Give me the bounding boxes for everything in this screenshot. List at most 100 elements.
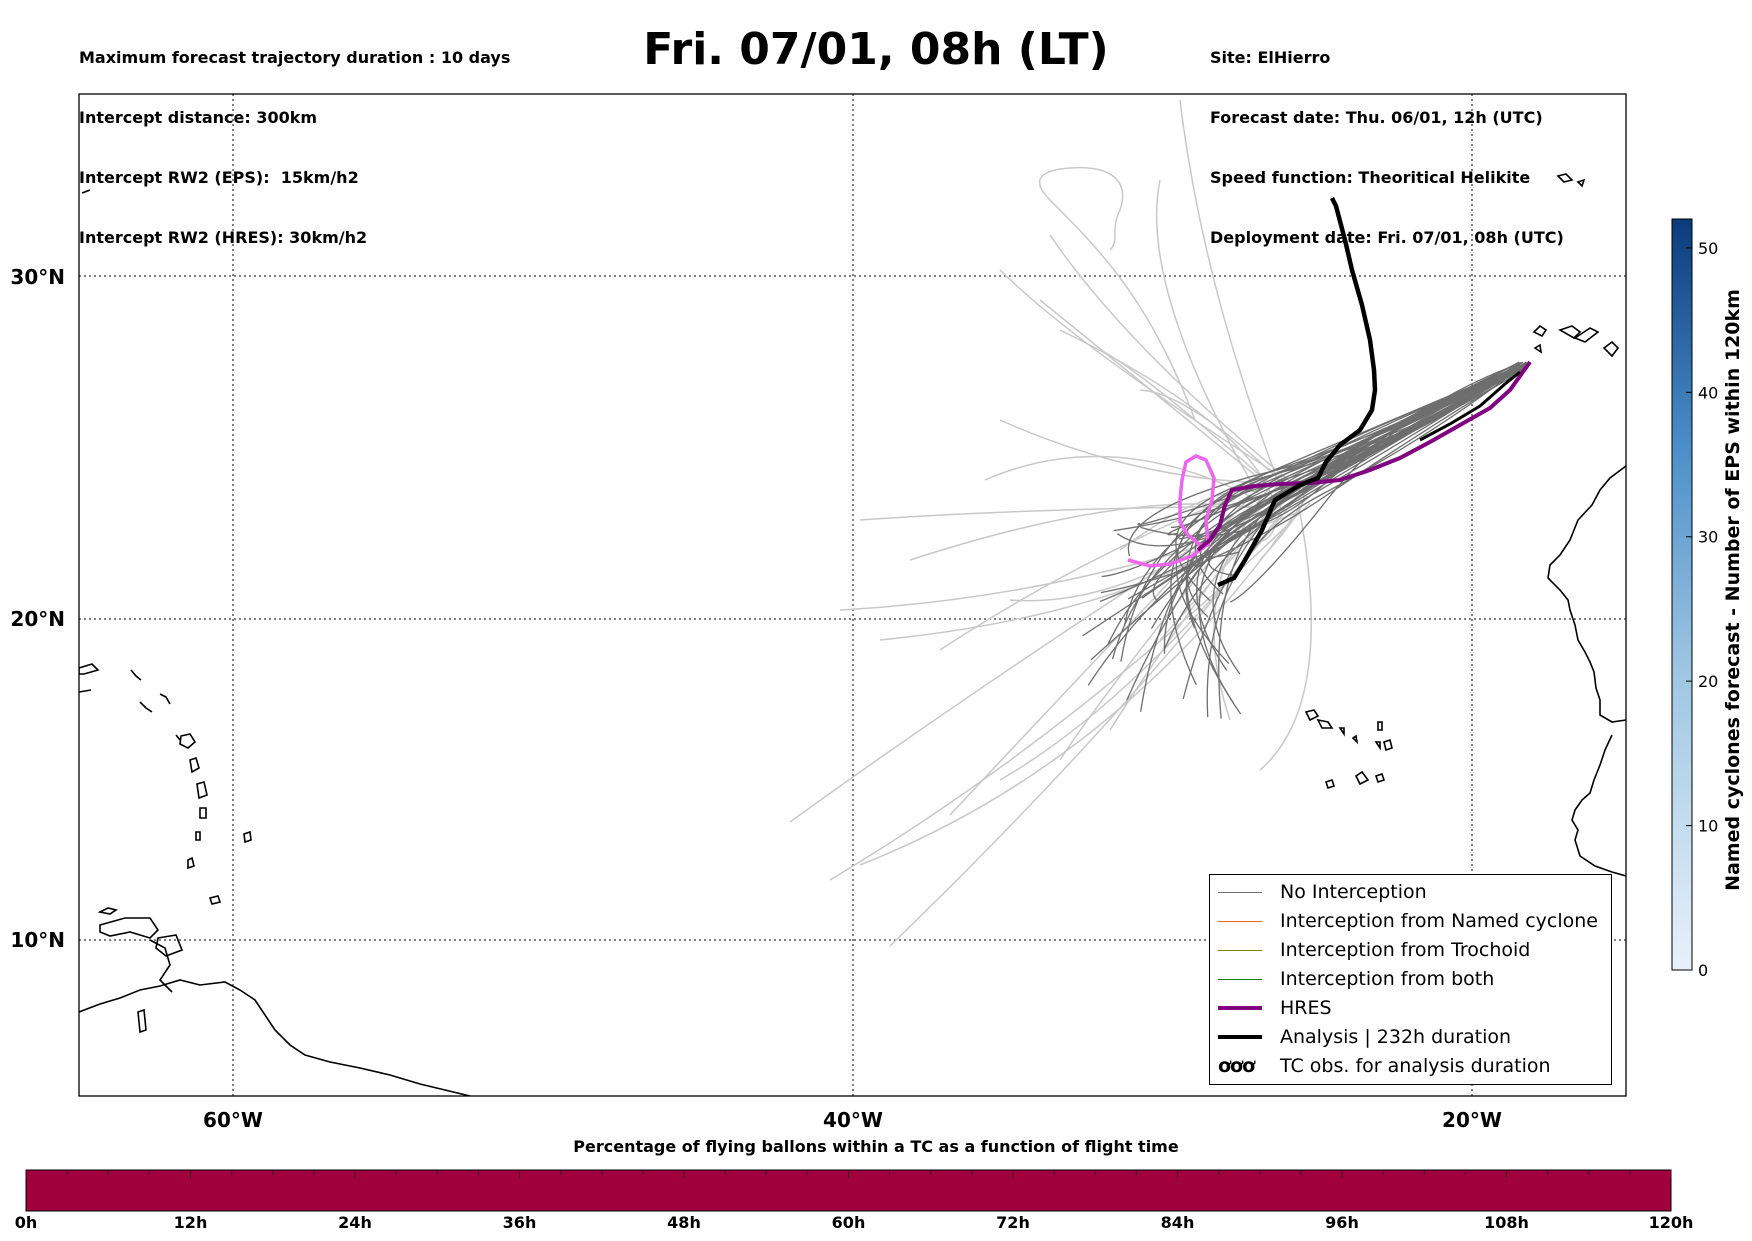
colorbar-ticks: 0 10 20 30 40 50 [1686,239,1718,980]
eps-trajectory [1218,362,1526,719]
cape-verde-6 [1324,778,1336,790]
eps-trajectory-light [1038,166,1196,421]
island-small-4 [139,701,153,713]
lon-label-20w: 20°W [1442,1108,1502,1132]
canary-island-3 [1573,327,1600,343]
cape-verde-1 [1304,709,1320,722]
island-st-vincent [195,831,201,841]
eps-trajectory [1111,366,1520,660]
colorbar-tick-label: 50 [1698,239,1718,258]
caribbean-coast [149,939,173,993]
eps-trajectory-light [829,502,1311,881]
legend-entry-analysis: Analysis | 232h duration [1218,1024,1511,1050]
header-left-line: Maximum forecast trajectory duration : 1… [79,48,511,67]
header-left: Maximum forecast trajectory duration : 1… [79,8,510,268]
percentage-bar-tick-label: 96h [1325,1213,1359,1232]
header-left-line: Intercept RW2 (EPS): 15km/h2 [79,168,359,187]
island-small-3 [79,689,92,693]
legend-label: Interception from Trochoid [1280,939,1531,961]
island-martinique [196,780,208,800]
eps-trajectory [1170,362,1528,686]
lat-label-20n: 20°N [10,607,65,631]
legend-swatch [1218,920,1262,922]
legend-swatch [1218,978,1262,980]
eps-trajectory [1171,365,1526,529]
cape-verde-5 [1383,738,1393,752]
colorbar-tick-label: 30 [1698,528,1718,547]
percentage-bar-tick-label: 120h [1648,1213,1694,1232]
eps-trajectory [1107,366,1528,646]
colorbar [1671,218,1693,971]
island-dominica [189,756,200,774]
lon-label-40w: 40°W [823,1108,883,1132]
island-barbados [243,830,252,844]
eps-trajectory-light [859,505,1265,521]
island-st-lucia [199,807,207,819]
analysis-track-east [1419,370,1521,442]
eps-trajectory-light [1155,179,1257,492]
legend-label: HRES [1280,997,1332,1019]
madeira-island [1556,173,1574,183]
legend-swatch [1218,1035,1262,1039]
percentage-bar-tick-label: 72h [996,1213,1030,1232]
eps-trajectory-light [984,455,1254,499]
colorbar-tick-label: 40 [1698,383,1718,402]
percentage-bar-ticks [25,1170,1672,1178]
coastlines [79,173,1626,1096]
island-cw [97,907,118,915]
percentage-bar-tick-label: 108h [1484,1213,1529,1232]
percentage-bar-tick-label: 12h [173,1213,208,1232]
eps-trajectory-light [999,419,1251,484]
legend-label: Interception from both [1280,968,1495,990]
canary-island-5 [1533,343,1543,354]
cape-verde-3 [1338,727,1345,737]
eps-trajectory [1100,367,1526,594]
analysis-track [1217,196,1378,588]
legend-label: TC obs. for analysis duration [1280,1055,1551,1077]
cape-verde-7 [1354,770,1370,786]
eps-trajectory [1113,363,1519,532]
header-right-line: Speed function: Theoritical Helikite [1210,168,1531,187]
island-small-2 [159,693,171,705]
cape-verde-10 [1351,734,1359,745]
legend-label: Analysis | 232h duration [1280,1026,1512,1048]
island-small-1 [130,669,142,681]
percentage-bar-tick-label: 24h [338,1213,372,1232]
header-right-line: Forecast date: Thu. 06/01, 12h (UTC) [1210,108,1543,127]
island-antigua [175,734,181,741]
eps-trajectory-light [1179,99,1287,503]
colorbar-tick-label: 20 [1698,672,1718,691]
cape-verde-2 [1316,718,1334,729]
eps-trajectory [1206,362,1527,718]
eps-trajectory-light [1099,349,1274,488]
eps-trajectory-light [1229,490,1284,542]
legend-entry-both: Interception from both [1218,966,1494,992]
island-bonaire [137,1008,147,1034]
legend-swatch [1218,891,1262,893]
island-guadeloupe [179,733,197,749]
eps-trajectory [1207,365,1521,577]
eps-trajectory-light [1039,299,1271,489]
canary-island-1 [1532,324,1548,338]
legend-entry-trochoid: Interception from Trochoid [1218,937,1530,963]
eps-trajectory-light [1139,389,1289,489]
tc-symbol-icon: ơơơ [1218,1055,1255,1077]
venezuela-peninsula [99,917,160,939]
cape-verde-8 [1374,772,1386,784]
hres-track [1196,360,1532,552]
percentage-bar-tick-label: 36h [502,1213,537,1232]
lon-label-60w: 60°W [203,1108,263,1132]
header-left-line: Intercept distance: 300km [79,108,318,127]
trinidad-coast [155,934,184,957]
cape-verde-4 [1377,721,1383,731]
map-frame [78,93,1627,1097]
legend-entry-tc-obs: ơơơ TC obs. for analysis duration [1218,1053,1551,1079]
canary-island-4 [1602,340,1620,358]
hres-light-track [1127,454,1216,568]
eps-trajectory [1140,364,1527,712]
colorbar-tick-label: 0 [1698,961,1708,980]
legend-label: No Interception [1280,881,1427,903]
percentage-bar-tick-label: 84h [1160,1213,1195,1232]
eps-trajectory-light [999,481,1310,781]
